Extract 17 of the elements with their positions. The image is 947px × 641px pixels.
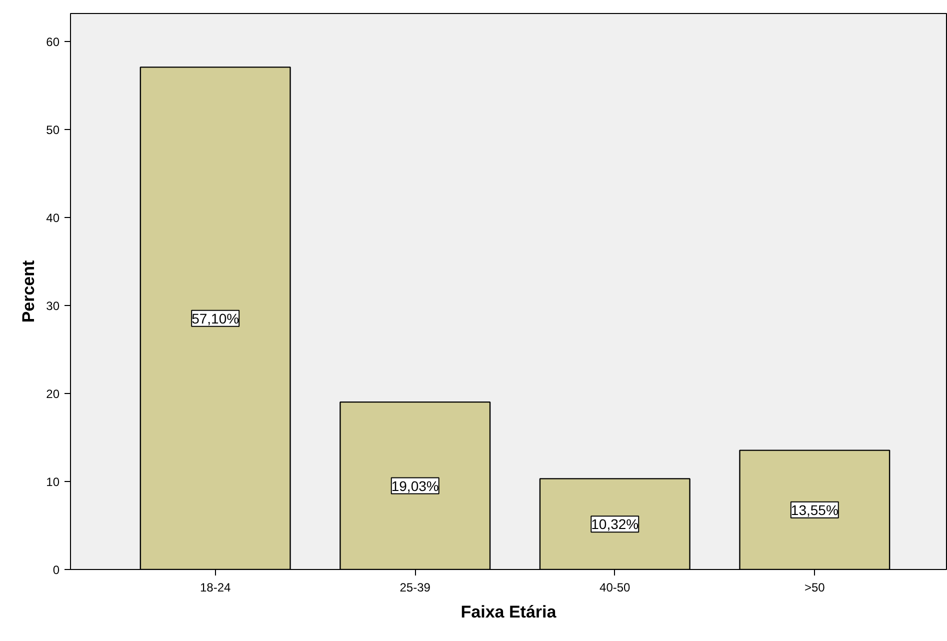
x-tick-label: >50 [804, 580, 826, 594]
x-axis-title: Faixa Etária [460, 602, 557, 622]
data-label: 10,32% [591, 516, 639, 532]
y-axis-title: Percent [19, 260, 38, 323]
y-tick-label: 30 [46, 299, 60, 314]
x-tick-label: 18-24 [200, 580, 232, 594]
x-tick-label: 40-50 [600, 580, 631, 594]
data-label: 19,03% [391, 478, 439, 494]
data-label: 57,10% [192, 310, 240, 326]
y-tick-label: 20 [46, 387, 60, 402]
data-label: 13,55% [790, 502, 838, 518]
x-tick-label: 25-39 [400, 580, 431, 594]
y-tick-label: 40 [46, 211, 60, 226]
y-tick-label: 50 [46, 123, 60, 138]
y-tick-label: 10 [46, 475, 60, 490]
y-tick-label: 60 [46, 35, 60, 50]
y-tick-label: 0 [52, 563, 60, 577]
